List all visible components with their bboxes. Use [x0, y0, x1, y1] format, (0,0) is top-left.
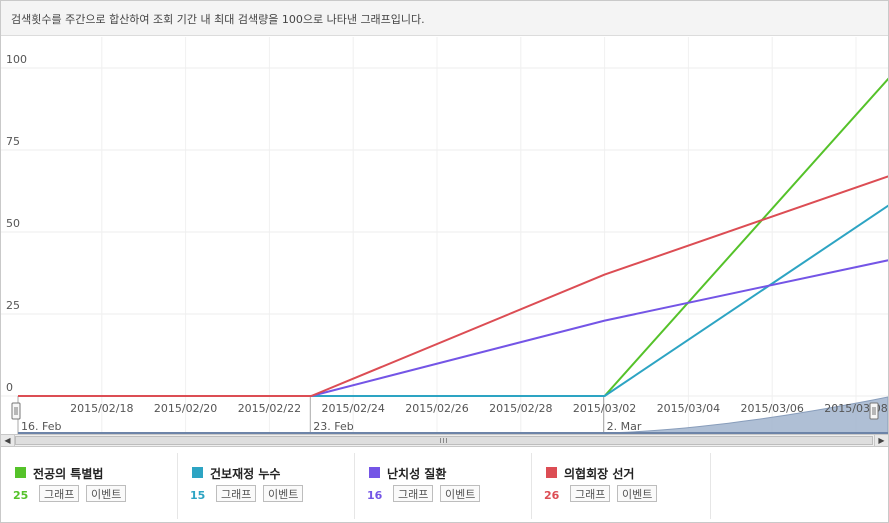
- y-tick-label: 25: [6, 299, 20, 312]
- graph-button[interactable]: 그래프: [216, 485, 257, 502]
- x-tick-label: 2015/02/20: [154, 402, 217, 415]
- series-lines: [18, 77, 888, 397]
- event-button[interactable]: 이벤트: [617, 485, 658, 502]
- legend-item: 의협회장 선거 26 그래프 이벤트: [532, 453, 711, 519]
- legend-label: 의협회장 선거: [564, 467, 635, 481]
- legend-item: 난치성 질환 16 그래프 이벤트: [355, 453, 532, 519]
- range-handle[interactable]: [11, 402, 21, 420]
- graph-button[interactable]: 그래프: [39, 485, 80, 502]
- x-tick-label: 2015/03/06: [740, 402, 803, 415]
- horizontal-scrollbar[interactable]: ◀ III ▶: [1, 434, 888, 447]
- event-button[interactable]: 이벤트: [440, 485, 481, 502]
- legend-count: 26: [544, 489, 560, 502]
- legend-item: 전공의 특별법 25 그래프 이벤트: [1, 453, 178, 519]
- series-line: [18, 175, 888, 397]
- graph-button[interactable]: 그래프: [393, 485, 434, 502]
- chart-note: 검색횟수를 주간으로 합산하여 조회 기간 내 최대 검색량을 100으로 나타…: [11, 13, 425, 26]
- legend-count: 15: [190, 489, 206, 502]
- event-button[interactable]: 이벤트: [263, 485, 304, 502]
- series-line: [18, 204, 888, 397]
- x-tick-label: 2015/02/28: [489, 402, 552, 415]
- x-tick-label: 2015/02/22: [238, 402, 301, 415]
- event-button[interactable]: 이벤트: [86, 485, 127, 502]
- scrollbar-grip: III: [439, 437, 449, 445]
- y-tick-label: 75: [6, 135, 20, 148]
- handle-body: [869, 402, 879, 420]
- grid: [1, 37, 888, 434]
- chart-header: 검색횟수를 주간으로 합산하여 조회 기간 내 최대 검색량을 100으로 나타…: [1, 1, 888, 36]
- legend-swatch: [15, 467, 26, 478]
- week-label: 23. Feb: [313, 420, 353, 433]
- legend-item: 건보재정 누수 15 그래프 이벤트: [178, 453, 355, 519]
- legend-label: 난치성 질환: [387, 467, 447, 481]
- legend: 전공의 특별법 25 그래프 이벤트 건보재정 누수 15 그래프 이벤트 난치…: [1, 453, 888, 522]
- scroll-left-button[interactable]: ◀: [1, 435, 15, 446]
- handle-body: [11, 402, 21, 420]
- x-axis-labels: 2015/02/18 2015/02/20 2015/02/22 2015/02/24…: [21, 402, 888, 433]
- series-line: [18, 259, 888, 397]
- line-chart: 0 25 50 75 100 2015/02/18 2015/02/20 2015/02/2…: [1, 37, 888, 434]
- scrollbar-thumb[interactable]: III: [15, 436, 873, 445]
- y-tick-label: 0: [6, 381, 13, 394]
- legend-swatch: [369, 467, 380, 478]
- y-axis-labels: 0 25 50 75 100: [6, 53, 27, 394]
- x-tick-label: 2015/03/04: [657, 402, 720, 415]
- legend-swatch: [546, 467, 557, 478]
- x-tick-label: 2015/03/02: [573, 402, 636, 415]
- legend-label: 건보재정 누수: [210, 467, 281, 481]
- week-label: 16. Feb: [21, 420, 61, 433]
- scroll-right-button[interactable]: ▶: [874, 435, 888, 446]
- y-tick-label: 50: [6, 217, 20, 230]
- legend-label: 전공의 특별법: [33, 467, 104, 481]
- week-label: 2. Mar: [607, 420, 642, 433]
- range-handle[interactable]: [869, 402, 879, 420]
- y-tick-label: 100: [6, 53, 27, 66]
- x-tick-label: 2015/02/24: [321, 402, 384, 415]
- legend-swatch: [192, 467, 203, 478]
- navigator: [18, 396, 888, 434]
- x-tick-label: 2015/02/18: [70, 402, 133, 415]
- graph-button[interactable]: 그래프: [570, 485, 611, 502]
- range-handles[interactable]: [11, 402, 879, 420]
- x-tick-label: 2015/02/26: [405, 402, 468, 415]
- legend-count: 25: [13, 489, 29, 502]
- legend-count: 16: [367, 489, 383, 502]
